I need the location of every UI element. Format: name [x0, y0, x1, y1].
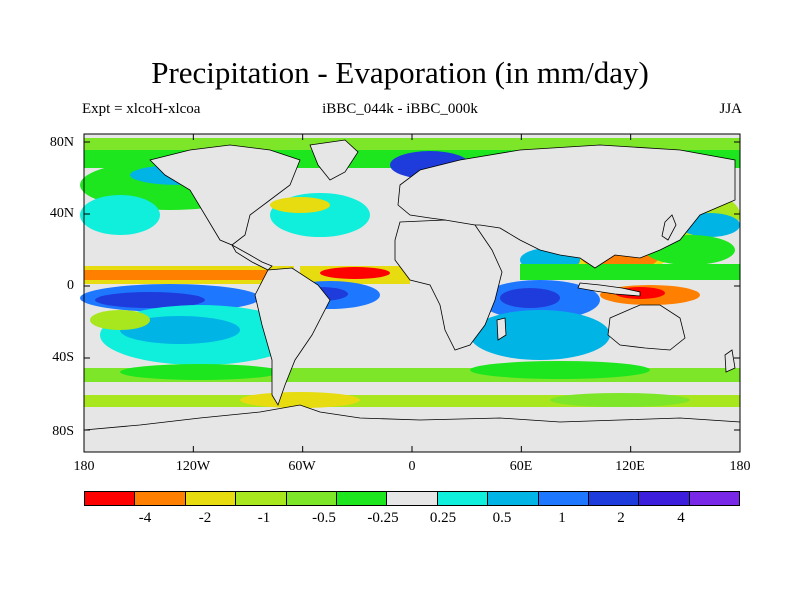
- colorbar-label: 2: [617, 510, 625, 526]
- season-label: JJA: [719, 101, 742, 117]
- lat-label-80n: 80N: [49, 135, 74, 150]
- lat-label-0: 0: [67, 278, 74, 293]
- lon-label-120w: 120W: [175, 459, 211, 474]
- lat-label-40s: 40S: [52, 350, 74, 365]
- lat-label-80s: 80S: [52, 424, 74, 439]
- colorbar-box: [85, 492, 136, 505]
- colorbar-box: [387, 492, 438, 505]
- colorbar-box: [689, 492, 740, 505]
- lon-label-120e: 120E: [615, 459, 645, 474]
- colorbar-box: [488, 492, 539, 505]
- case-label: iBBC_044k - iBBC_000k: [322, 101, 478, 117]
- colorbar-label: -1: [257, 510, 271, 526]
- colorbar-label: 4: [677, 510, 685, 526]
- colorbar-box: [538, 492, 589, 505]
- colorbar-box: [135, 492, 186, 505]
- colorbar-label: -2: [198, 510, 212, 526]
- axis-ticks: [83, 134, 741, 452]
- colorbar-label: -4: [138, 510, 152, 526]
- colorbar-box: [639, 492, 690, 505]
- colorbar-label: 0.5: [492, 510, 512, 526]
- lon-label-180e: 180: [729, 459, 751, 474]
- coastlines: [83, 139, 741, 453]
- colorbar-box: [437, 492, 489, 505]
- lon-label-180w: 180: [73, 459, 95, 474]
- colorbar: [84, 491, 740, 506]
- colorbar-box: [336, 492, 388, 505]
- colorbar-label: 1: [558, 510, 566, 526]
- experiment-label: Expt = xlcoH-xlcoa: [82, 101, 201, 117]
- colorbar-label: -0.5: [312, 510, 336, 526]
- colorbar-box: [286, 492, 337, 505]
- chart-title: Precipitation - Evaporation (in mm/day): [151, 55, 649, 90]
- colorbar-label: 0.25: [429, 510, 457, 526]
- colorbar-box: [236, 492, 287, 505]
- colorbar-box: [185, 492, 237, 505]
- colorbar-label: -0.25: [367, 510, 399, 526]
- lon-label-60w: 60W: [288, 459, 316, 474]
- colorbar-box: [588, 492, 640, 505]
- lon-label-60e: 60E: [509, 459, 533, 474]
- lon-label-0: 0: [408, 459, 416, 474]
- lat-label-40n: 40N: [49, 206, 74, 221]
